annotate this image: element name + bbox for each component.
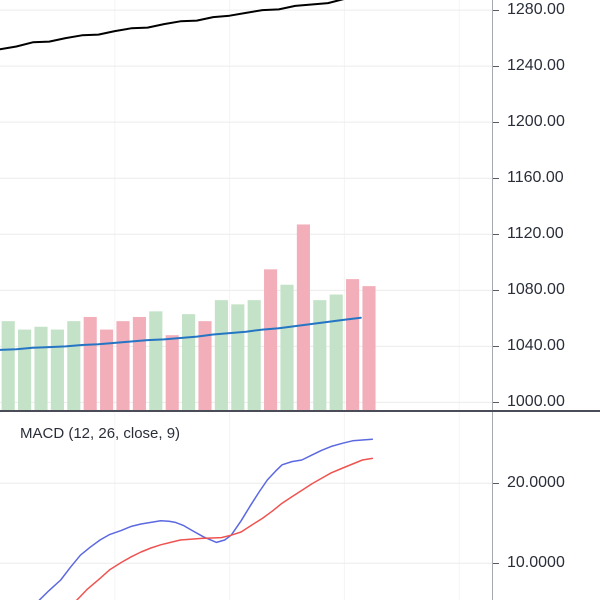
axis-tick — [493, 233, 499, 235]
axis-tick-label: 1080.00 — [507, 281, 565, 299]
axis-tick — [493, 177, 499, 179]
macd-line — [38, 438, 374, 600]
axis-tick — [493, 345, 499, 347]
axis-tick — [493, 562, 499, 564]
signal-line — [75, 457, 374, 600]
axis-tick — [493, 289, 499, 291]
axis-tick-label: 10.0000 — [507, 554, 565, 572]
gridlines — [0, 0, 492, 410]
axis-tick-label: 20.0000 — [507, 474, 565, 492]
panel-divider[interactable] — [0, 410, 600, 412]
moving-average-line — [0, 316, 362, 351]
axis-tick — [493, 121, 499, 123]
axis-line — [492, 0, 493, 600]
price-panel[interactable] — [0, 0, 492, 410]
gridlines — [0, 412, 492, 600]
macd-panel[interactable]: MACD (12, 26, close, 9) — [0, 412, 492, 600]
axis-tick-label: 1000.00 — [507, 393, 565, 411]
axis-tick-label: 1200.00 — [507, 113, 565, 131]
price-chart — [0, 0, 492, 410]
axis-tick — [493, 65, 499, 67]
price-axis[interactable]: 1280.00 1240.00 1200.00 1160.00 1120.00 1080.… — [493, 0, 600, 410]
axis-tick-label: 1160.00 — [507, 169, 564, 187]
axis-tick — [493, 9, 499, 11]
axis-tick-label: 1280.00 — [507, 1, 565, 19]
axis-tick — [493, 482, 499, 484]
macd-axis[interactable]: 20.0000 10.0000 — [493, 412, 600, 600]
axis-tick-label: 1240.00 — [507, 57, 565, 75]
axis-tick-label: 1120.00 — [507, 225, 564, 243]
macd-indicator-label[interactable]: MACD (12, 26, close, 9) — [20, 425, 181, 442]
price-line — [0, 0, 345, 51]
volume-bars — [1, 224, 376, 410]
axis-tick-label: 1040.00 — [507, 337, 565, 355]
axis-tick — [493, 401, 499, 403]
macd-chart — [0, 412, 492, 600]
